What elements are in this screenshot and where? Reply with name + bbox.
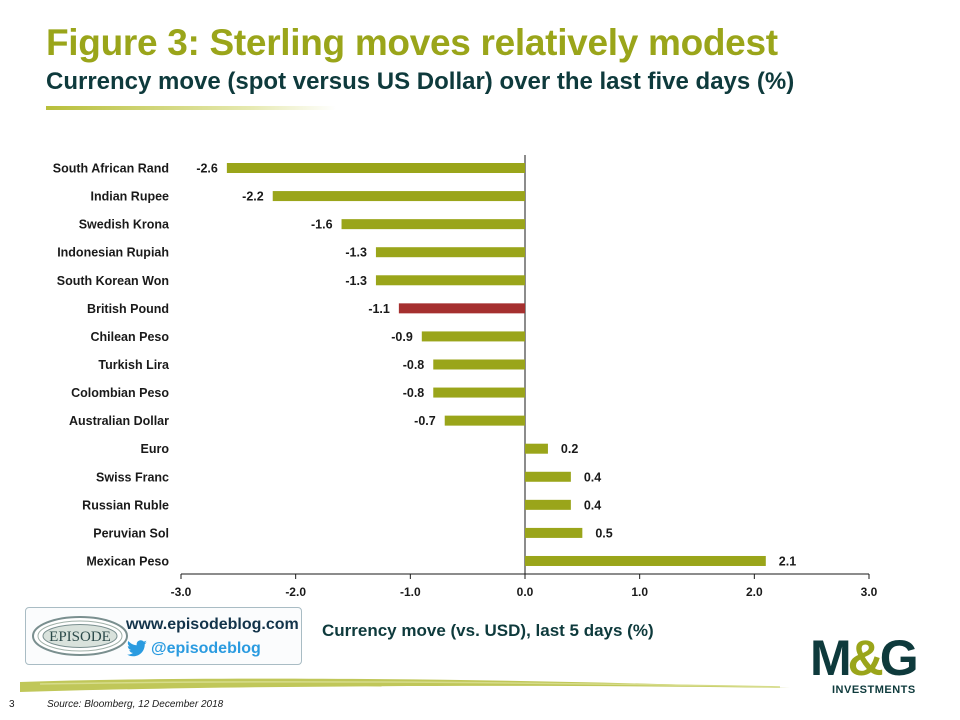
bar — [272, 191, 525, 202]
data-label: -1.3 — [345, 246, 367, 260]
bar — [375, 275, 525, 286]
twitter-link[interactable]: @episodeblog — [126, 639, 261, 659]
bar — [525, 499, 571, 510]
episode-url-link[interactable]: www.episodeblog.com — [126, 616, 299, 633]
episode-logo-text: EPISODE — [49, 629, 111, 645]
category-label: Russian Ruble — [82, 498, 169, 512]
data-label: 0.4 — [584, 498, 601, 512]
category-label: South Korean Won — [57, 274, 169, 288]
bar — [433, 359, 525, 370]
category-label: Swiss Franc — [96, 470, 169, 484]
data-label: -1.3 — [345, 274, 367, 288]
category-label: Indonesian Rupiah — [57, 246, 169, 260]
bar — [433, 387, 525, 398]
category-label: Turkish Lira — [98, 358, 170, 372]
mg-logo: M&G — [810, 630, 919, 686]
category-label: Australian Dollar — [69, 414, 169, 428]
twitter-handle: @episodeblog — [151, 640, 261, 657]
category-label: Peruvian Sol — [93, 526, 169, 540]
category-label: South African Rand — [53, 162, 169, 176]
category-label: Indian Rupee — [91, 190, 170, 204]
twitter-bird-icon — [127, 640, 147, 657]
source-note: Source: Bloomberg, 12 December 2018 — [47, 699, 224, 710]
bar — [525, 471, 571, 482]
page-number: 3 — [9, 699, 15, 710]
data-label: -2.6 — [196, 162, 218, 176]
episode-blog-panel[interactable]: EPISODE www.episodeblog.com @episodeblog — [25, 607, 302, 665]
bar — [444, 415, 525, 426]
data-label: -1.6 — [311, 218, 333, 232]
category-label: Euro — [141, 442, 170, 456]
bar — [341, 219, 525, 230]
bar — [525, 527, 583, 538]
data-label: -0.8 — [403, 386, 425, 400]
chart-subtitle: Currency move (spot versus US Dollar) ov… — [46, 68, 795, 95]
episode-logo-icon: EPISODE — [32, 616, 128, 656]
bar — [398, 303, 525, 314]
x-tick-label: -1.0 — [400, 585, 421, 599]
bar — [525, 443, 548, 454]
x-tick-label: 0.0 — [517, 585, 534, 599]
footer-swoosh — [20, 678, 790, 692]
bar — [421, 331, 525, 342]
chart-title: Figure 3: Sterling moves relatively mode… — [46, 22, 778, 63]
data-label: -1.1 — [368, 302, 390, 316]
data-label: -0.9 — [391, 330, 413, 344]
x-tick-label: 1.0 — [631, 585, 648, 599]
bar-chart: -3.0 -2.0 -1.0 0.0 1.0 2.0 3.0 South African Ra… — [53, 155, 878, 599]
x-tick-label: -2.0 — [285, 585, 306, 599]
data-label: -0.8 — [403, 358, 425, 372]
mg-investments-text: INVESTMENTS — [832, 684, 916, 696]
category-label: Chilean Peso — [91, 330, 170, 344]
category-label: British Pound — [87, 302, 169, 316]
bar — [375, 247, 525, 258]
bar — [226, 163, 525, 173]
x-tick-label: -3.0 — [171, 585, 192, 599]
data-label: 2.1 — [779, 554, 796, 568]
data-label: 0.2 — [561, 442, 578, 456]
x-tick-label: 3.0 — [861, 585, 878, 599]
title-underline — [46, 106, 336, 110]
data-label: -0.7 — [414, 414, 436, 428]
data-label: -2.2 — [242, 190, 264, 204]
x-axis-label: Currency move (vs. USD), last 5 days (%) — [322, 621, 654, 640]
data-label: 0.4 — [584, 470, 601, 484]
category-label: Colombian Peso — [71, 386, 169, 400]
category-label: Mexican Peso — [86, 554, 169, 568]
x-tick-label: 2.0 — [746, 585, 763, 599]
bar — [525, 555, 766, 566]
category-label: Swedish Krona — [79, 218, 170, 232]
data-label: 0.5 — [595, 526, 612, 540]
